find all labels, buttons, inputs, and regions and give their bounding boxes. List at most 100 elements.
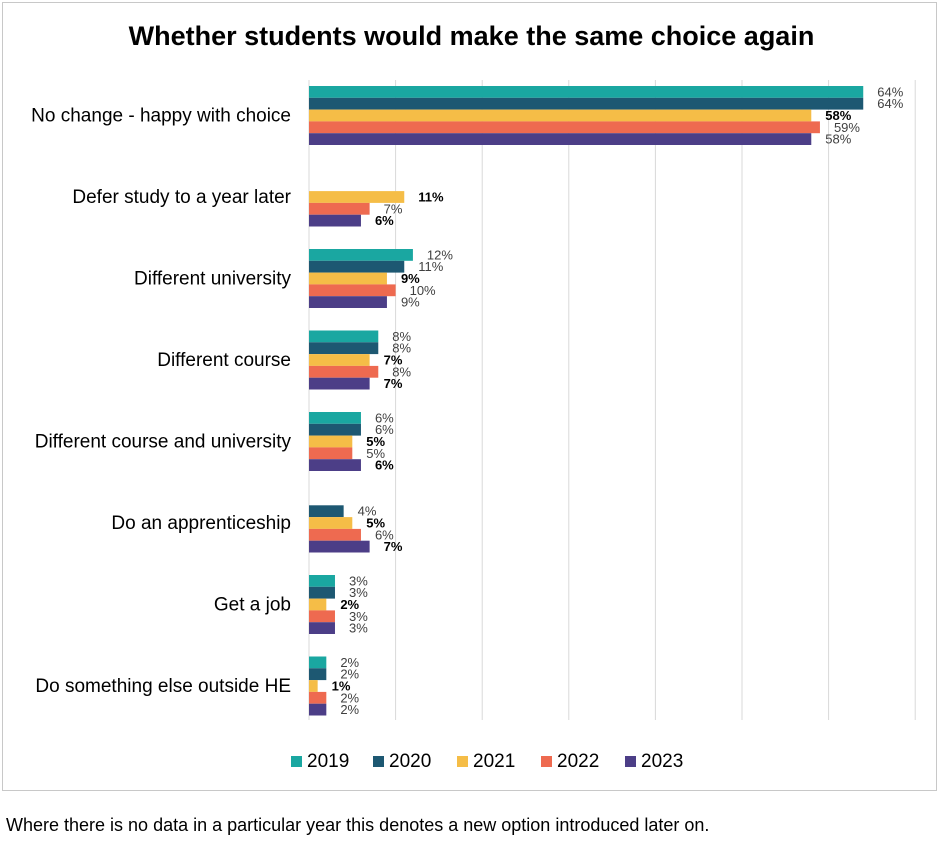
bar-2022 [309, 528, 361, 541]
bar-2020 [309, 505, 344, 518]
bar-2020 [309, 423, 361, 436]
bar-2022 [309, 121, 820, 134]
data-label: 2% [340, 702, 359, 717]
data-label: 7% [384, 201, 403, 216]
legend-swatch-2023 [625, 756, 636, 767]
bar-2021 [309, 354, 370, 366]
bar-2019 [309, 249, 413, 261]
bar-2020 [309, 97, 864, 110]
data-label: 6% [375, 422, 394, 437]
bar-2023 [309, 540, 370, 553]
data-label: 4% [358, 504, 377, 519]
chart-canvas: 64%64%58%59%58%11%7%6%12%11%9%10%9%8%8%7… [31, 80, 916, 772]
bar-2023 [309, 703, 327, 716]
data-label: 8% [392, 341, 411, 356]
data-label: 3% [349, 573, 368, 588]
bar-2021 [309, 435, 353, 448]
legend-swatch-2020 [373, 756, 384, 767]
bar-2019 [309, 656, 327, 669]
bar-2023 [309, 296, 387, 308]
data-label: 58% [825, 132, 851, 147]
bar-2019 [309, 412, 361, 424]
legend-label-2023: 2023 [641, 751, 683, 772]
bar-2020 [309, 260, 405, 273]
data-label: 9% [401, 295, 420, 310]
category-label: Do something else outside HE [35, 676, 291, 697]
category-label: Different course [157, 350, 291, 371]
bar-2021 [309, 109, 812, 122]
data-label: 59% [834, 120, 860, 135]
data-label: 2% [340, 667, 359, 682]
data-label: 58% [825, 108, 851, 123]
category-label: Defer study to a year later [72, 187, 291, 208]
bar-2023 [309, 214, 361, 227]
data-label: 6% [375, 458, 394, 473]
data-label: 9% [401, 271, 420, 286]
bar-2019 [309, 575, 335, 587]
data-label: 2% [340, 597, 359, 612]
bar-2022 [309, 610, 335, 623]
data-label: 5% [366, 446, 385, 461]
bar-2022 [309, 202, 370, 215]
category-label: Different course and university [35, 432, 292, 453]
data-label: 1% [332, 679, 351, 694]
bar-2019 [309, 86, 864, 98]
bar-2020 [309, 668, 327, 681]
bar-2021 [309, 598, 327, 611]
category-label: Do an apprenticeship [111, 513, 291, 534]
data-label: 6% [375, 527, 394, 542]
bar-2021 [309, 680, 318, 692]
data-label: 2% [340, 655, 359, 670]
data-label: 6% [375, 410, 394, 425]
bar-2023 [309, 133, 812, 145]
bar-2021 [309, 517, 353, 529]
category-label: Different university [134, 269, 291, 290]
data-label: 2% [340, 690, 359, 705]
data-labels: 64%64%58%59%58%11%7%6%12%11%9%10%9%8%8%7… [332, 84, 904, 717]
bars [309, 86, 864, 716]
data-label: 12% [427, 247, 453, 262]
data-label: 11% [418, 190, 444, 205]
data-label: 7% [384, 376, 403, 391]
legend: 2019 2020 2021 2022 2023 [291, 751, 683, 772]
bar-2021 [309, 272, 387, 285]
legend-swatch-2022 [541, 756, 552, 767]
data-label: 64% [877, 96, 903, 111]
legend-label-2019: 2019 [307, 751, 349, 772]
data-label: 64% [877, 84, 903, 99]
bar-2019 [309, 330, 379, 343]
legend-label-2022: 2022 [557, 751, 599, 772]
legend-label-2020: 2020 [389, 751, 431, 772]
legend-label-2021: 2021 [473, 751, 515, 772]
legend-swatch-2021 [457, 756, 468, 767]
data-label: 8% [392, 329, 411, 344]
data-label: 8% [392, 364, 411, 379]
chart-title: Whether students would make the same cho… [128, 21, 815, 51]
bar-2022 [309, 365, 379, 378]
data-label: 3% [349, 585, 368, 600]
footnote: Where there is no data in a particular y… [6, 815, 710, 835]
category-label: Get a job [214, 595, 291, 616]
data-label: 3% [349, 621, 368, 636]
category-label: No change - happy with choice [31, 106, 291, 127]
data-label: 7% [384, 353, 403, 368]
legend-swatch-2019 [291, 756, 302, 767]
category-labels: No change - happy with choice Defer study… [31, 106, 291, 698]
data-label: 11% [418, 259, 443, 274]
bar-2020 [309, 586, 335, 599]
bar-2022 [309, 447, 353, 460]
bar-2022 [309, 284, 396, 297]
data-label: 6% [375, 213, 394, 228]
data-label: 3% [349, 609, 368, 624]
bar-2023 [309, 377, 370, 390]
bar-2020 [309, 342, 379, 355]
bar-2023 [309, 459, 361, 471]
data-label: 10% [410, 283, 436, 298]
data-label: 7% [384, 539, 403, 554]
data-label: 5% [366, 434, 385, 449]
bar-2023 [309, 622, 335, 634]
bar-2021 [309, 191, 405, 203]
gridlines [308, 80, 916, 720]
bar-2022 [309, 691, 327, 704]
data-label: 5% [366, 516, 385, 531]
